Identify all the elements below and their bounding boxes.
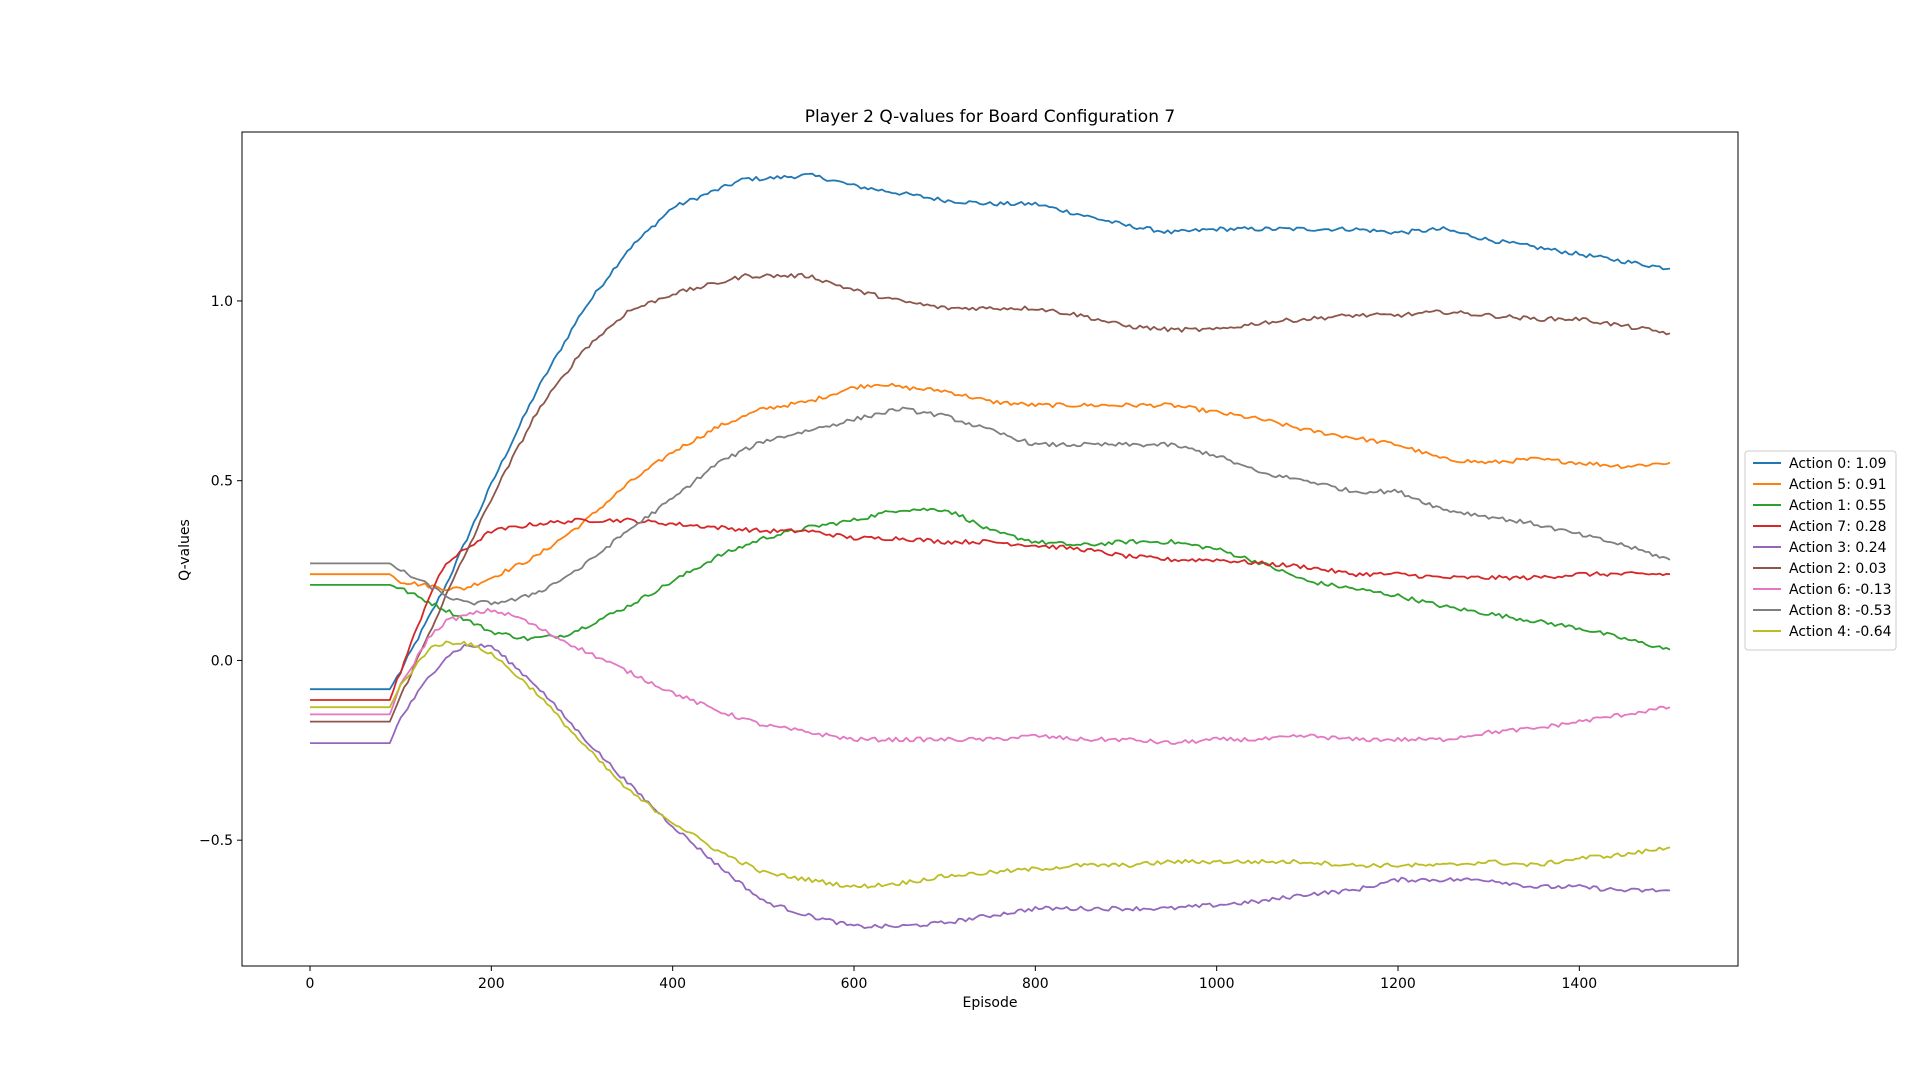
series-layer [310,172,1671,929]
x-tick-label: 800 [1022,976,1049,992]
series-line-6 [310,607,1671,745]
legend-entry-7: Action 8: -0.53 [1789,603,1892,619]
series-line-1 [310,382,1671,591]
legend-entry-1: Action 5: 0.91 [1789,477,1887,493]
chart-title: Player 2 Q-values for Board Configuratio… [805,107,1175,127]
legend-box [1744,450,1897,651]
legend-entry-5: Action 2: 0.03 [1789,561,1887,577]
x-tick-label: 1000 [1199,976,1235,992]
series-line-3 [310,517,1671,701]
x-tick-label: 600 [841,976,868,992]
y-tick-label: 0.0 [211,653,233,669]
x-tick-label: 400 [659,976,686,992]
series-line-4 [310,643,1671,929]
x-tick-label: 0 [306,976,315,992]
axes-layer: 0 200 400 600 800 1000 1200 1400 −0.5 0.0 0.5 1.0 [199,131,1739,992]
series-line-8 [310,640,1671,889]
series-line-7 [310,406,1671,606]
legend-entry-4: Action 3: 0.24 [1789,540,1887,556]
legend-entry-8: Action 4: -0.64 [1789,624,1892,640]
x-tick-label: 1400 [1562,976,1598,992]
y-tick-label: 0.5 [211,474,233,490]
plot-frame [241,131,1739,967]
y-tick-label: −0.5 [199,833,233,849]
y-tick-label: 1.0 [211,294,233,310]
legend-entry-2: Action 1: 0.55 [1789,498,1887,514]
legend-entry-3: Action 7: 0.28 [1789,519,1887,535]
series-line-2 [310,507,1671,651]
x-tick-label: 1200 [1380,976,1416,992]
legend-entry-6: Action 6: -0.13 [1789,582,1892,598]
x-axis-label: Episode [963,995,1018,1011]
series-line-0 [310,172,1671,691]
legend: Action 0: 1.09 Action 5: 0.91 Action 1: 0.… [1744,450,1897,651]
series-line-5 [310,272,1671,723]
legend-entry-0: Action 0: 1.09 [1789,456,1887,472]
y-axis-label: Q-values [177,519,193,581]
x-tick-label: 200 [478,976,505,992]
